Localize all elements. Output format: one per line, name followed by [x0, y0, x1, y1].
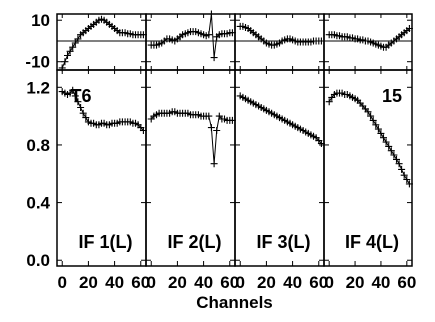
amplitude-point	[77, 104, 85, 111]
y-tick-label-amplitude: 0.4	[26, 194, 50, 213]
amplitude-point	[205, 112, 213, 120]
amplitude-point	[380, 134, 387, 142]
amplitude-point	[325, 98, 333, 106]
x-tick-label: 60	[397, 273, 416, 292]
chart-labels: Channels IF 1(L) T6 0 20 40 60 IF 2(L) 0 20 40 60 I…	[25, 11, 416, 312]
amplitude-point	[364, 108, 372, 116]
if-label: IF 2(L)	[168, 232, 222, 252]
amplitude-point	[405, 180, 413, 188]
phase-point	[64, 52, 71, 59]
if-label: IF 1(L)	[79, 232, 133, 252]
y-tick-label-amplitude: 1.2	[26, 78, 50, 97]
panel-corner-label: T6	[70, 86, 91, 106]
x-tick-label: 20	[168, 273, 187, 292]
phase-point	[228, 29, 236, 37]
phase-point	[139, 31, 147, 39]
amplitude-point	[139, 127, 147, 134]
panel-corner-label: 15	[382, 86, 402, 106]
x-tick-label: 0	[236, 273, 245, 292]
phase-point	[210, 54, 218, 62]
amplitude-point	[369, 116, 377, 124]
amplitude-point	[390, 151, 398, 159]
amplitude-point	[393, 155, 400, 163]
phase-point	[317, 37, 325, 45]
amplitude-point	[387, 147, 395, 155]
y-tick-label-phase: -10	[25, 53, 50, 72]
y-tick-label-phase: 10	[31, 11, 50, 30]
phase-point	[74, 35, 82, 43]
panel-frame-amplitude-4	[323, 69, 413, 267]
amplitude-point	[398, 165, 406, 173]
amplitude-point	[213, 127, 221, 134]
x-tick-label: 40	[371, 273, 390, 292]
amplitude-point	[210, 160, 218, 168]
x-tick-label: 20	[79, 273, 98, 292]
amplitude-point	[71, 92, 79, 100]
amplitude-point	[377, 129, 385, 137]
amplitude-point	[317, 140, 325, 147]
x-tick-label: 0	[58, 273, 67, 292]
amplitude-point	[395, 160, 403, 168]
amplitude-point	[374, 125, 382, 133]
phase-point	[405, 25, 413, 32]
x-tick-label: 60	[309, 273, 328, 292]
amplitude-point	[367, 112, 375, 120]
series-markers	[58, 10, 413, 188]
amplitude-point	[82, 114, 90, 122]
phase-point	[71, 39, 79, 47]
x-tick-label: 40	[194, 273, 213, 292]
y-tick-label-amplitude: 0.0	[26, 251, 50, 270]
x-axis-title: Channels	[196, 293, 273, 312]
phase-point	[207, 10, 215, 18]
amplitude-point	[79, 109, 87, 117]
x-tick-label: 60	[131, 273, 150, 292]
phase-point	[61, 58, 69, 66]
amplitude-point	[372, 121, 380, 129]
if-label: IF 4(L)	[345, 232, 399, 252]
amplitude-point	[382, 138, 390, 146]
axis-ticks	[57, 14, 412, 266]
phase-point	[205, 31, 213, 39]
phase-point	[66, 47, 74, 55]
x-tick-label: 40	[105, 273, 124, 292]
amplitude-point	[403, 176, 411, 183]
if-label: IF 3(L)	[257, 232, 311, 252]
x-tick-label: 20	[257, 273, 276, 292]
x-tick-label: 0	[324, 273, 333, 292]
amplitude-point	[69, 86, 77, 94]
x-tick-label: 0	[147, 273, 156, 292]
x-tick-label: 60	[220, 273, 239, 292]
phase-point	[69, 43, 77, 51]
amplitude-point	[228, 116, 236, 124]
amplitude-point	[74, 98, 82, 106]
amplitude-point	[207, 124, 215, 132]
y-tick-label-amplitude: 0.8	[26, 136, 50, 155]
x-tick-label: 40	[283, 273, 302, 292]
amplitude-point	[400, 171, 408, 179]
phase-point	[58, 64, 66, 72]
amplitude-point	[385, 142, 393, 150]
x-tick-label: 20	[346, 273, 365, 292]
